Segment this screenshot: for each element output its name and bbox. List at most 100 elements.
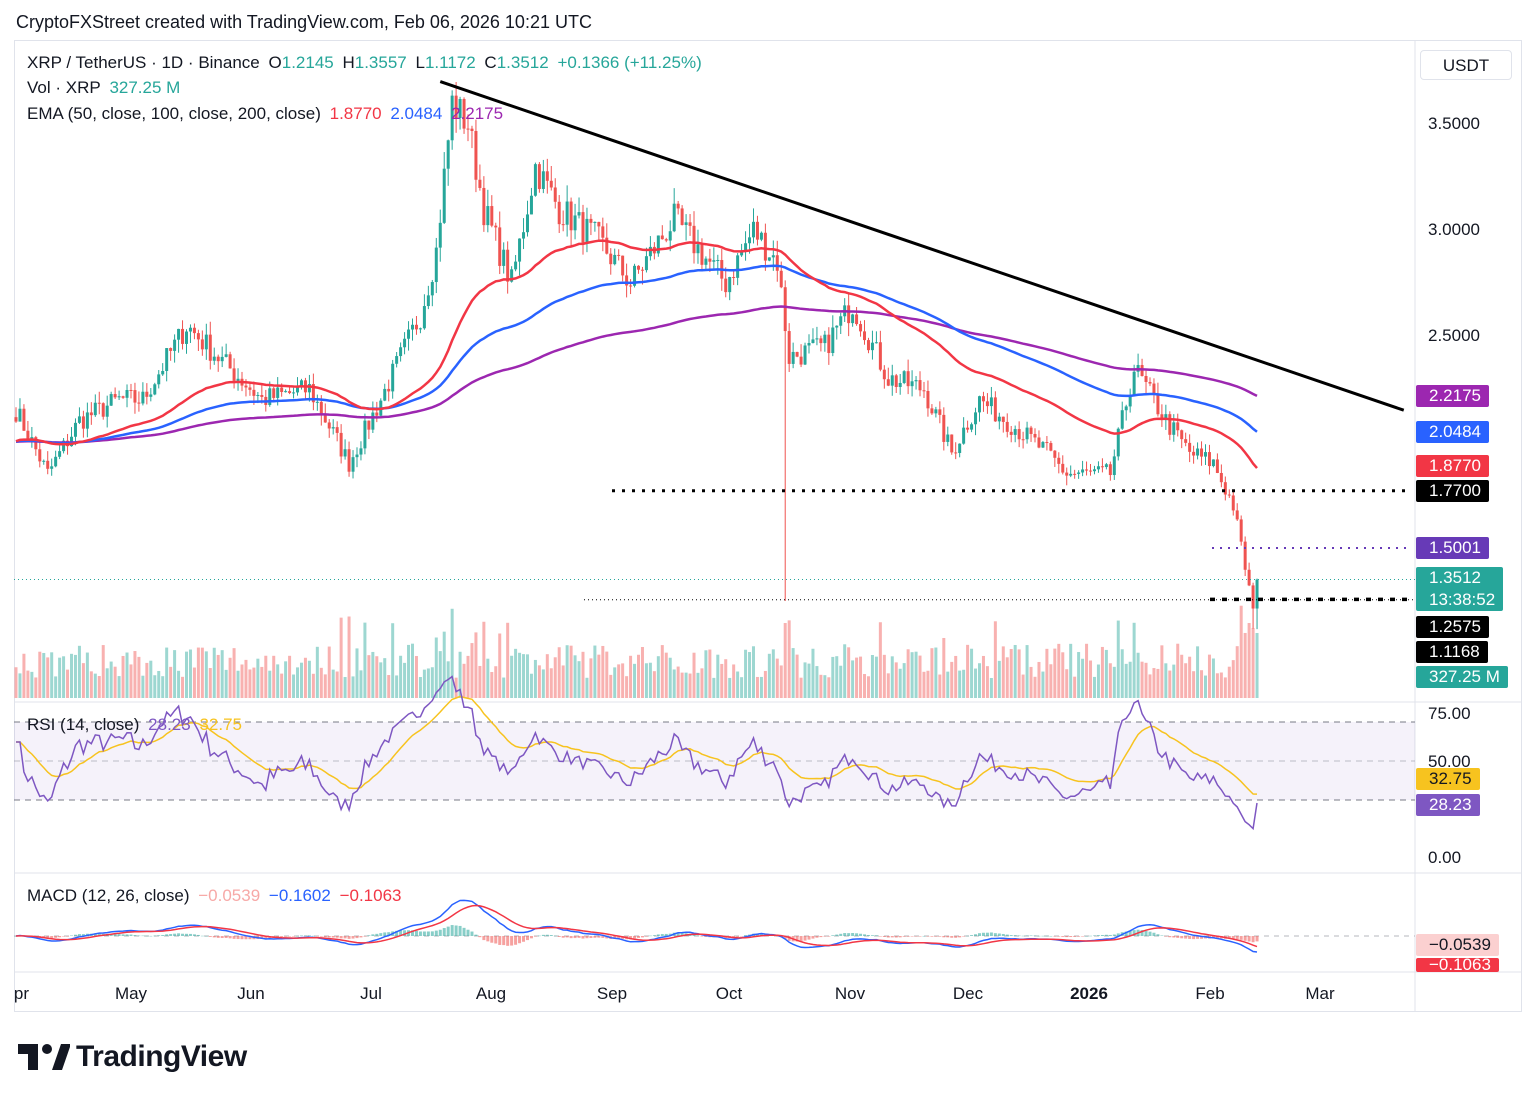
ema100-price-tag: 2.0484	[1416, 421, 1489, 443]
macd-histogram-bar	[811, 936, 815, 939]
candle-body	[1251, 585, 1255, 609]
candle-body	[1053, 450, 1057, 458]
candle-body	[1045, 442, 1049, 444]
volume-bar	[157, 670, 161, 698]
candle-body	[593, 221, 597, 223]
candle-body	[835, 325, 839, 328]
volume-bar	[815, 666, 819, 698]
volume-bar	[232, 648, 236, 698]
volume-bar	[1025, 645, 1029, 698]
volume-bar	[1061, 652, 1065, 698]
macd-histogram-bar	[121, 934, 125, 936]
candle-body	[101, 403, 105, 417]
volume-bar	[993, 621, 997, 698]
volume-bar	[319, 667, 323, 698]
macd-histogram-bar	[510, 936, 514, 946]
legend-rsi-label[interactable]: RSI (14, close)	[27, 715, 140, 734]
macd-histogram-bar	[1188, 936, 1192, 939]
candle-body	[724, 278, 728, 293]
legend-ema100: 2.0484	[390, 104, 443, 123]
legend-vol-label[interactable]: Vol · XRP	[27, 78, 101, 97]
candle-body	[573, 215, 577, 231]
legend-macd-signal: −0.1063	[339, 886, 402, 905]
candle-body	[827, 334, 831, 354]
macd-histogram-bar	[938, 936, 942, 937]
legend-macd-label[interactable]: MACD (12, 26, close)	[27, 886, 190, 905]
volume-bar	[799, 677, 803, 698]
volume-bar	[514, 648, 518, 698]
candle-body	[486, 206, 490, 226]
macd-histogram-bar	[537, 935, 541, 937]
candle-body	[522, 232, 526, 239]
macd-histogram-bar	[149, 935, 153, 937]
rsi-value-tag: 28.23	[1416, 794, 1480, 816]
volume-bar	[1045, 648, 1049, 698]
volume-bar	[85, 652, 89, 698]
rsi-line	[16, 675, 1258, 831]
candle-body	[906, 371, 910, 387]
macd-histogram-bar	[1104, 934, 1108, 936]
macd-histogram-bar	[1180, 936, 1184, 939]
legend-close-label: C	[484, 53, 497, 72]
candle-body	[942, 414, 946, 442]
volume-bar	[664, 652, 668, 698]
candle-body	[1061, 463, 1065, 473]
candle-body	[1148, 381, 1152, 384]
candle-body	[62, 440, 66, 452]
volume-bar	[470, 643, 474, 698]
volume-bar	[196, 647, 200, 698]
volume-bar	[212, 647, 216, 698]
candle-body	[529, 195, 533, 215]
candle-body	[851, 314, 855, 324]
volume-bar	[26, 670, 30, 698]
macd-histogram-bar	[442, 928, 446, 936]
volume-bar	[926, 670, 930, 698]
volume-bar	[260, 666, 264, 698]
volume-bar	[1049, 664, 1053, 698]
volume-bar	[522, 654, 526, 698]
candle-body	[141, 391, 145, 404]
volume-bar	[712, 677, 716, 698]
candle-body	[815, 338, 819, 340]
candle-body	[716, 260, 720, 262]
candle-body	[125, 389, 129, 398]
candle-body	[426, 295, 430, 307]
price-tick: 3.5000	[1428, 114, 1480, 133]
legend-ema-label[interactable]: EMA (50, close, 100, close, 200, close)	[27, 104, 321, 123]
candle-body	[930, 408, 934, 414]
macd-histogram-bar	[169, 934, 173, 936]
time-axis-label: Aug	[475, 984, 507, 1003]
candle-body	[1235, 510, 1239, 520]
candle-body	[466, 128, 470, 130]
volume-bar	[569, 645, 573, 698]
candle-body	[902, 371, 906, 383]
macd-histogram-bar	[827, 936, 831, 937]
volume-bar	[141, 675, 145, 698]
volume-bar	[101, 645, 105, 698]
candle-body	[359, 448, 363, 455]
volume-bar	[395, 675, 399, 698]
volume-bar	[256, 658, 260, 698]
macd-histogram-bar	[633, 936, 637, 939]
candle-body	[1077, 472, 1081, 474]
legend-symbol[interactable]: XRP / TetherUS · 1D · Binance	[27, 53, 260, 72]
candle-body	[839, 316, 843, 326]
macd-histogram-bar	[1148, 931, 1152, 936]
candle-body	[989, 397, 993, 407]
macd-histogram-bar	[343, 936, 347, 939]
macd-histogram-bar	[863, 934, 867, 936]
macd-histogram-bar	[652, 935, 656, 936]
candle-body	[775, 255, 779, 271]
currency-button[interactable]: USDT	[1420, 50, 1512, 80]
macd-histogram-bar	[593, 936, 597, 938]
tradingview-logo[interactable]: TradingView	[18, 1040, 247, 1074]
volume-bar	[529, 673, 533, 698]
volume-bar	[93, 673, 97, 698]
volume-bar	[922, 671, 926, 698]
macd-histogram-bar	[819, 936, 823, 938]
volume-bar	[307, 660, 311, 698]
macd-histogram-bar	[498, 936, 502, 945]
candle-body	[585, 218, 589, 243]
macd-histogram-bar	[1017, 935, 1021, 937]
